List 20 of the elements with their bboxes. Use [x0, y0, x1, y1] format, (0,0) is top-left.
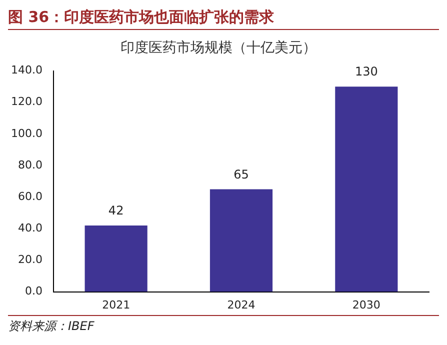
chart-title: 图 36：印度医药市场也面临扩张的需求 [8, 8, 439, 30]
y-tick-label: 0.0 [24, 284, 42, 298]
bar [84, 226, 148, 292]
y-tick-label: 40.0 [18, 222, 42, 235]
data-label: 65 [234, 167, 249, 182]
y-tick-label: 80.0 [18, 158, 42, 172]
y-tick-label: 120.0 [10, 95, 42, 108]
x-tick-label: 2021 [102, 298, 130, 312]
y-tick-label: 100.0 [10, 126, 42, 140]
bar [335, 86, 398, 292]
x-tick-label: 2024 [227, 298, 256, 312]
y-tick-label: 60.0 [18, 190, 42, 203]
bar [210, 189, 273, 292]
y-tick-label: 20.0 [18, 253, 42, 266]
text: 资料来源：IBEF [8, 315, 439, 335]
y-tick-label: 140.0 [10, 64, 42, 77]
data-label: 42 [108, 204, 124, 218]
data-label: 130 [354, 64, 378, 79]
x-tick-label: 2030 [352, 298, 380, 312]
chart-subtitle: 印度医药市场规模（十亿美元） [120, 40, 316, 56]
